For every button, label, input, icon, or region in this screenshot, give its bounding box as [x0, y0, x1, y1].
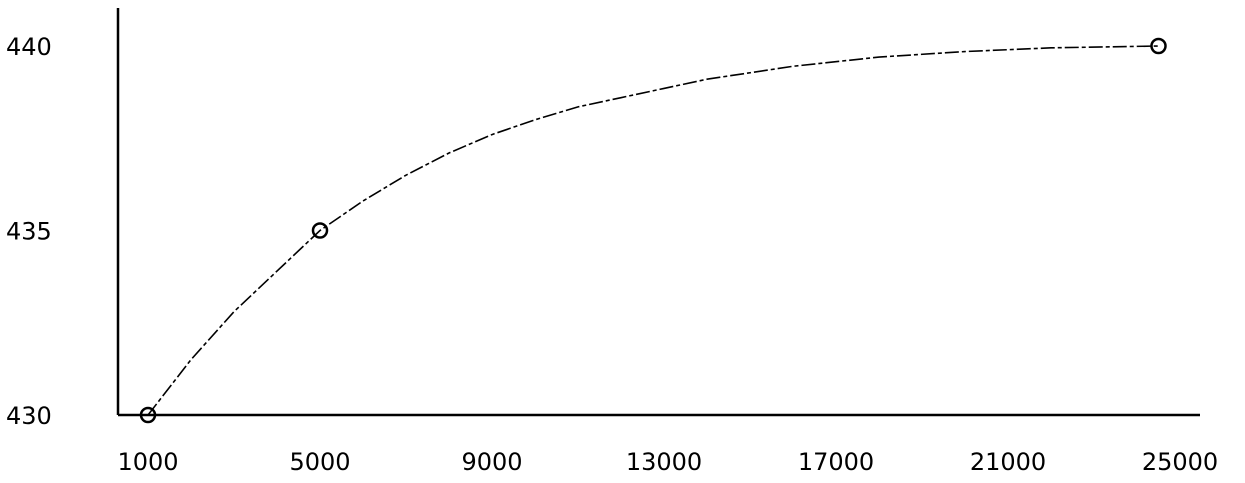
x-tick-label: 25000	[1142, 448, 1218, 476]
x-tick-labels: 1000 5000 9000 13000 17000 21000 25000	[117, 448, 1218, 476]
y-tick-label: 440	[6, 33, 52, 61]
y-tick-label: 430	[6, 402, 52, 430]
data-point-marker	[1150, 37, 1167, 55]
x-tick-label: 9000	[461, 448, 522, 476]
x-tick-label: 1000	[117, 448, 178, 476]
series-line	[147, 45, 1159, 416]
data-point-marker	[139, 406, 157, 424]
data-point-marker	[311, 222, 329, 239]
y-tick-labels: 430 435 440	[6, 33, 52, 430]
series-group	[139, 37, 1167, 424]
x-tick-label: 17000	[798, 448, 874, 476]
x-tick-label: 21000	[970, 448, 1046, 476]
x-tick-label: 13000	[626, 448, 702, 476]
y-tick-label: 435	[6, 218, 52, 246]
x-tick-label: 5000	[289, 448, 350, 476]
